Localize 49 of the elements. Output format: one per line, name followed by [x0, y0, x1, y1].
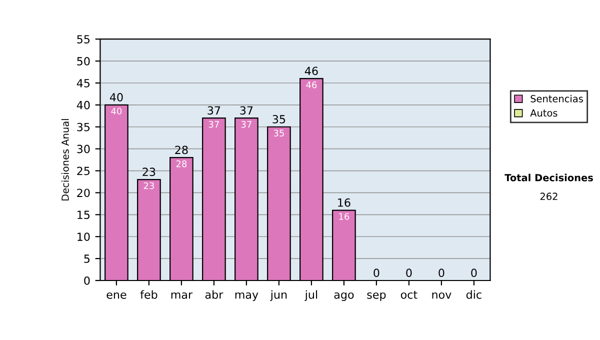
total-label: 0	[438, 268, 444, 278]
data-label: 35	[274, 130, 284, 137]
data-label: 16	[339, 213, 350, 220]
total-label: 23	[142, 168, 156, 176]
total-label: 40	[110, 93, 123, 102]
y-tick-label: 10	[78, 232, 90, 241]
x-tick-label: sep	[367, 292, 386, 301]
total-label: 16	[338, 198, 350, 207]
data-label: 37	[208, 120, 219, 128]
data-label: 28	[176, 160, 187, 168]
legend-label: Autos	[530, 109, 558, 117]
data-label: 40	[111, 108, 122, 115]
x-tick-label: jul	[304, 290, 318, 301]
y-tick-label: 45	[76, 79, 90, 88]
data-label: 23	[144, 182, 154, 190]
y-tick-label: 25	[77, 166, 90, 176]
legend-label: Sentencias	[530, 94, 583, 102]
total-label: 0	[471, 268, 477, 278]
x-tick-label: mar	[171, 292, 193, 299]
text: Total Decisiones	[504, 174, 593, 182]
total-label: 28	[175, 146, 188, 154]
y-tick-label: 55	[77, 35, 90, 44]
total-label: 35	[272, 115, 286, 124]
x-tick-label: may	[235, 292, 258, 301]
y-tick-label: 35	[77, 122, 90, 132]
y-tick-label: 30	[77, 144, 90, 154]
x-tick-label: feb	[140, 290, 158, 299]
data-label: 46	[306, 81, 317, 88]
data-label: 37	[241, 120, 252, 128]
x-tick-label: dic	[466, 290, 482, 299]
total-label: 46	[304, 66, 318, 76]
y-tick-label: 15	[78, 210, 90, 220]
x-tick-label: abr	[205, 290, 224, 299]
x-tick-label: ago	[334, 292, 354, 301]
text: 262	[540, 192, 558, 200]
y-tick-label: 0	[84, 276, 90, 285]
y-tick-label: 5	[84, 254, 90, 263]
x-tick-label: nov	[432, 292, 452, 299]
y-tick-label: 20	[77, 188, 90, 198]
y-axis-title: Decisiones Anual	[61, 119, 69, 200]
total-label: 37	[240, 106, 253, 115]
total-label: 0	[374, 268, 380, 278]
x-tick-label: oct	[400, 290, 418, 299]
x-tick-label: jun	[270, 290, 287, 301]
y-tick-label: 40	[76, 100, 90, 110]
x-tick-label: ene	[106, 292, 126, 299]
total-label: 37	[208, 106, 220, 115]
y-tick-label: 50	[77, 57, 90, 66]
total-label: 0	[406, 268, 412, 278]
